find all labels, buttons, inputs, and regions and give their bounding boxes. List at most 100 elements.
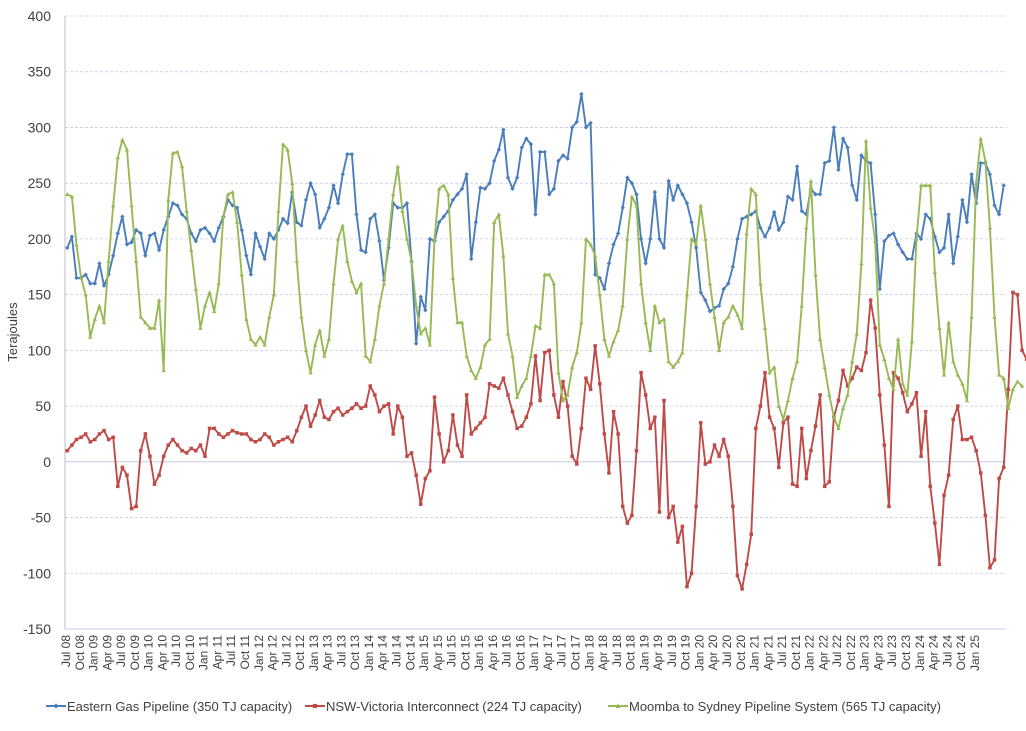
x-tick-label: Oct 16 <box>513 635 527 671</box>
data-point <box>781 421 786 425</box>
y-tick-label: 200 <box>28 231 52 247</box>
data-point <box>749 532 754 537</box>
data-point <box>1010 387 1016 392</box>
data-point <box>1006 387 1011 392</box>
data-point <box>427 342 433 347</box>
x-tick-label: Jan 25 <box>968 635 982 671</box>
data-point <box>226 432 230 436</box>
data-point <box>170 150 176 155</box>
data-point <box>859 368 864 373</box>
data-point <box>1024 357 1026 362</box>
data-point <box>565 156 570 161</box>
x-tick-label: Jul 16 <box>500 635 514 667</box>
data-point <box>716 348 722 353</box>
data-point <box>110 203 116 208</box>
data-point <box>74 437 79 442</box>
data-point <box>88 439 93 444</box>
data-point <box>510 409 515 414</box>
data-point <box>588 387 593 392</box>
x-tick-label: Oct 11 <box>238 635 252 670</box>
data-point <box>771 364 777 369</box>
data-point <box>731 504 735 509</box>
x-tick-label: Apr 20 <box>706 635 720 671</box>
data-point <box>841 368 845 373</box>
data-point <box>937 250 942 255</box>
data-point <box>602 286 607 292</box>
data-point <box>552 393 556 397</box>
data-point <box>409 451 414 455</box>
data-point <box>611 339 616 344</box>
data-point <box>638 281 644 286</box>
data-point <box>547 192 552 197</box>
data-point <box>506 393 510 397</box>
data-point <box>997 476 1001 481</box>
x-tick-label: Oct 19 <box>679 635 693 671</box>
data-point <box>928 484 933 489</box>
data-point <box>262 342 267 347</box>
data-point <box>143 432 148 436</box>
data-point <box>147 233 153 238</box>
y-tick-label: 350 <box>28 64 52 80</box>
data-point <box>602 432 607 436</box>
data-point <box>143 320 148 325</box>
data-point <box>909 339 915 344</box>
data-point <box>730 264 736 269</box>
data-point <box>216 281 221 286</box>
data-point <box>648 348 653 353</box>
y-tick-label: 250 <box>28 175 52 191</box>
data-point <box>799 208 804 214</box>
x-tick-label: Apr 21 <box>761 635 775 671</box>
data-point <box>685 584 689 589</box>
data-point <box>372 212 378 217</box>
data-point <box>372 337 378 341</box>
data-point <box>744 231 749 236</box>
data-point <box>661 245 667 251</box>
data-point <box>886 233 892 238</box>
data-point <box>693 242 699 247</box>
data-point <box>239 272 244 277</box>
legend: Eastern Gas Pipeline (350 TJ capacity) NS… <box>46 699 941 714</box>
data-point <box>974 448 978 453</box>
data-point <box>616 432 620 436</box>
data-point <box>363 250 368 255</box>
data-point <box>818 393 822 397</box>
data-point <box>878 393 882 397</box>
data-point <box>405 454 409 459</box>
data-point <box>395 164 400 169</box>
data-point <box>887 504 891 509</box>
data-point <box>905 256 910 262</box>
data-point <box>625 175 630 180</box>
data-point <box>767 225 772 230</box>
x-tick-label: Jul 24 <box>940 635 954 667</box>
data-point <box>978 160 983 166</box>
data-point <box>189 247 194 252</box>
data-point <box>404 236 410 241</box>
data-point <box>436 186 442 191</box>
data-point <box>207 290 212 295</box>
data-point <box>703 298 708 303</box>
data-point <box>615 231 621 236</box>
data-point <box>804 225 809 230</box>
data-point <box>455 320 460 325</box>
data-point <box>937 325 942 330</box>
x-tick-label: Apr 13 <box>321 635 335 671</box>
data-point <box>156 247 162 253</box>
data-point <box>547 348 552 353</box>
x-tick-label: Jul 20 <box>720 635 734 667</box>
data-point <box>524 415 529 419</box>
data-point <box>428 468 432 473</box>
data-point <box>799 303 804 308</box>
data-point <box>845 384 850 388</box>
x-tick-label: Apr 22 <box>816 635 830 671</box>
data-point <box>418 294 423 300</box>
data-point <box>478 421 483 425</box>
data-point <box>198 443 203 447</box>
data-point <box>827 158 832 164</box>
data-point <box>607 471 611 475</box>
data-point <box>694 504 698 509</box>
x-tick-label: Oct 17 <box>569 635 583 671</box>
data-point <box>533 323 538 328</box>
data-point <box>648 236 653 242</box>
data-point <box>469 432 473 436</box>
data-point <box>166 443 171 447</box>
